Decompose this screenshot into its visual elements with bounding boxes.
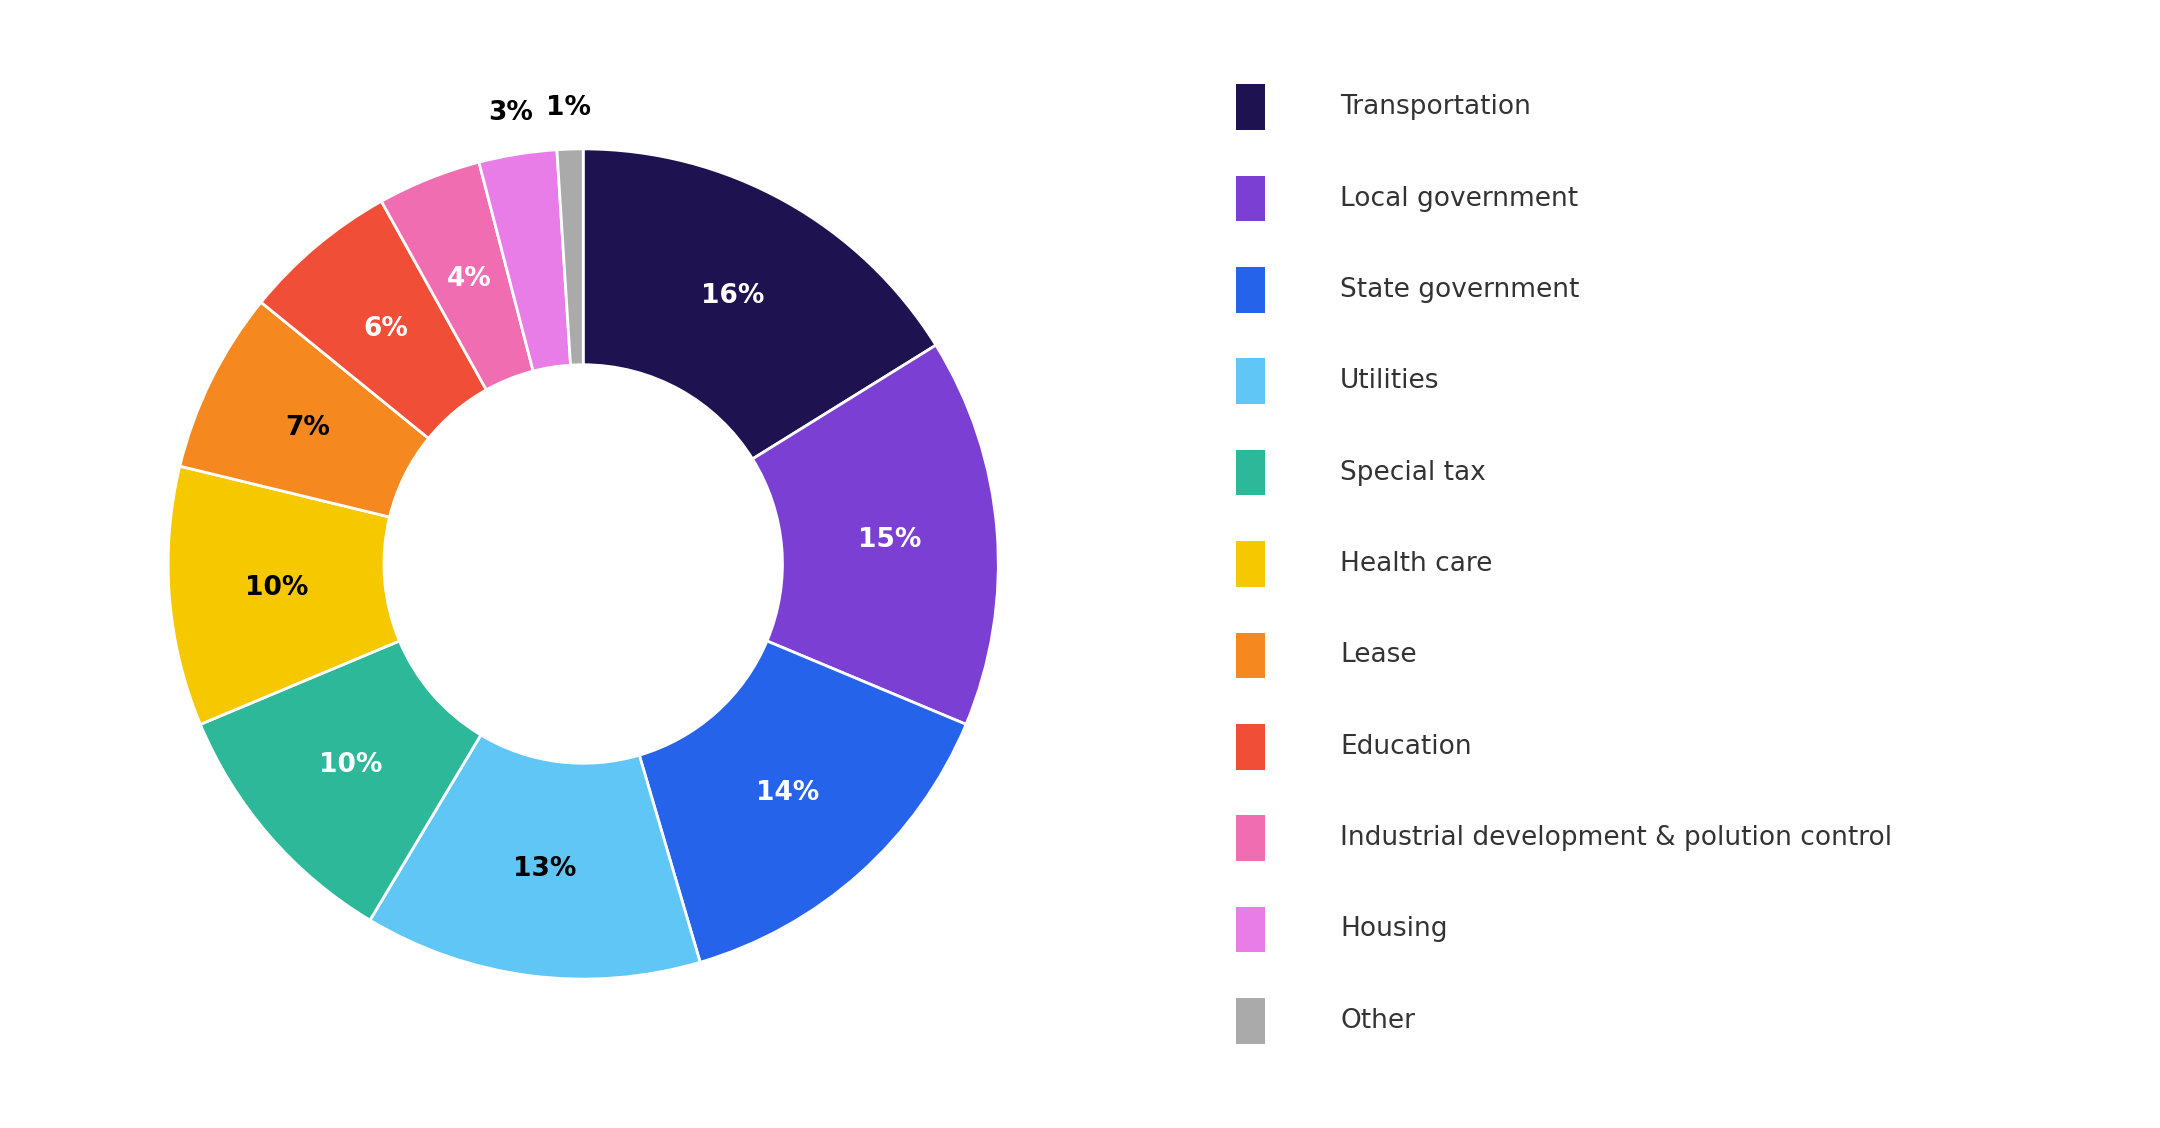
Text: 3%: 3% — [488, 100, 534, 126]
Text: Health care: Health care — [1339, 550, 1493, 578]
Text: State government: State government — [1339, 276, 1579, 303]
Bar — [1236, 998, 1266, 1043]
Text: Special tax: Special tax — [1339, 459, 1486, 486]
Text: Utilities: Utilities — [1339, 368, 1439, 395]
Wedge shape — [557, 149, 583, 365]
Text: 1%: 1% — [546, 95, 592, 121]
Text: 14%: 14% — [756, 779, 819, 805]
Bar — [1236, 450, 1266, 495]
Wedge shape — [201, 641, 482, 920]
Text: 15%: 15% — [858, 527, 920, 553]
Text: Lease: Lease — [1339, 642, 1417, 669]
Wedge shape — [261, 201, 486, 439]
Bar — [1236, 176, 1266, 221]
Text: Local government: Local government — [1339, 185, 1579, 212]
Text: 16%: 16% — [700, 283, 765, 309]
Bar — [1236, 85, 1266, 130]
Text: Education: Education — [1339, 733, 1471, 760]
Text: 10%: 10% — [246, 575, 309, 601]
Text: Other: Other — [1339, 1007, 1415, 1034]
Bar — [1236, 359, 1266, 404]
Text: Transportation: Transportation — [1339, 94, 1531, 121]
Text: 13%: 13% — [512, 856, 577, 882]
Wedge shape — [369, 735, 700, 979]
Bar — [1236, 907, 1266, 952]
Text: 4%: 4% — [447, 266, 492, 292]
Text: Housing: Housing — [1339, 916, 1447, 943]
Wedge shape — [752, 345, 998, 724]
Text: 7%: 7% — [285, 415, 330, 441]
Wedge shape — [480, 150, 570, 371]
Wedge shape — [382, 162, 534, 390]
Bar — [1236, 724, 1266, 769]
Wedge shape — [639, 641, 966, 962]
Bar — [1236, 816, 1266, 861]
Wedge shape — [583, 149, 935, 459]
Text: 10%: 10% — [320, 752, 382, 778]
Text: Industrial development & polution control: Industrial development & polution contro… — [1339, 825, 1892, 852]
Wedge shape — [168, 466, 400, 724]
Wedge shape — [179, 302, 428, 517]
Bar — [1236, 541, 1266, 587]
Bar — [1236, 267, 1266, 312]
Text: 6%: 6% — [363, 316, 408, 342]
Bar — [1236, 633, 1266, 678]
